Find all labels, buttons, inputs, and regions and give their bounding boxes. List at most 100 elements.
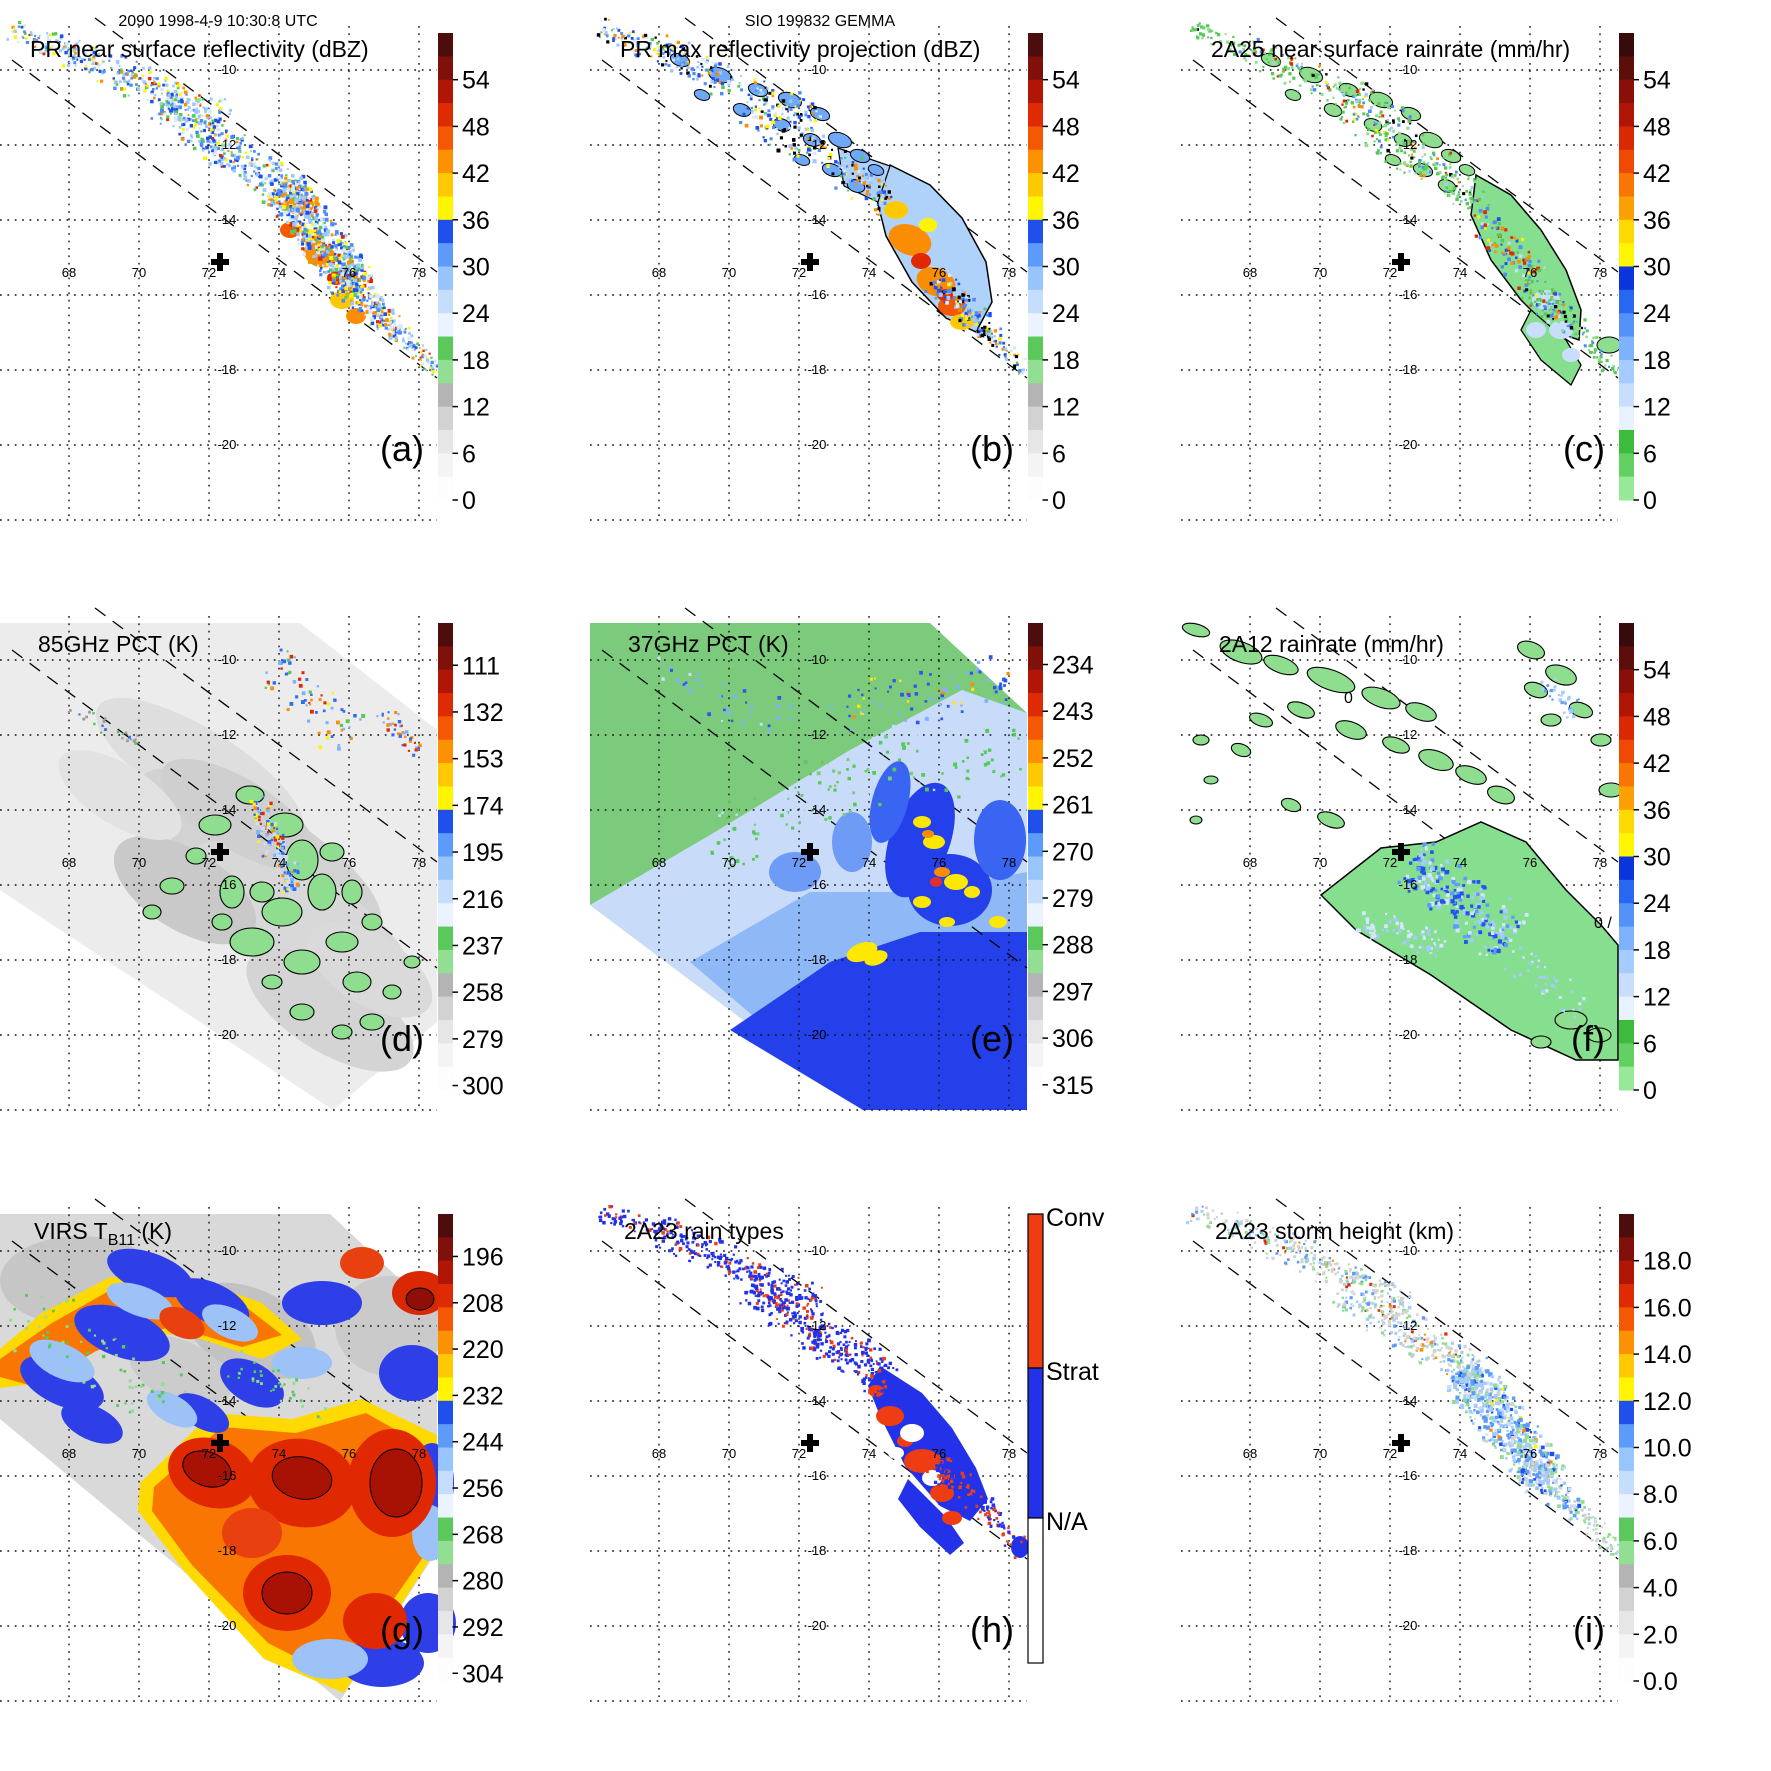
- outlined-blob: [1586, 1027, 1612, 1043]
- data-pixel: [1511, 950, 1515, 954]
- panel-e: 68 70 72 74 76 78 -10 -12 -14 -16 -18 -20 37GHz PCT…: [590, 590, 1181, 1181]
- data-pixel: [195, 99, 198, 102]
- data-pixel: [418, 744, 422, 748]
- data-pixel: [1466, 207, 1469, 210]
- data-pixel: [869, 181, 874, 185]
- data-pixel: [268, 156, 273, 160]
- colorbar-segment: [1028, 623, 1044, 648]
- data-pixel: [665, 59, 668, 62]
- data-pixel: [1437, 902, 1441, 906]
- data-pixel: [1499, 945, 1503, 948]
- colorbar-tick-label: 297: [1052, 979, 1094, 1007]
- data-pixel: [970, 671, 974, 676]
- data-pixel: [38, 1325, 41, 1328]
- data-pixel: [975, 328, 978, 331]
- lon-tick-label: 78: [1592, 265, 1606, 280]
- data-pixel: [253, 813, 256, 817]
- data-pixel: [1531, 294, 1535, 297]
- data-pixel: [846, 758, 850, 762]
- data-pixel: [275, 828, 279, 831]
- data-pixel: [391, 734, 394, 737]
- data-pixel: [55, 39, 59, 44]
- data-pixel: [694, 679, 697, 682]
- data-pixel: [777, 104, 781, 108]
- data-pixel: [24, 36, 28, 40]
- data-pixel: [339, 276, 342, 280]
- data-pixel: [754, 80, 758, 84]
- data-pixel: [658, 1226, 662, 1231]
- data-pixel: [680, 67, 684, 70]
- data-pixel: [367, 292, 370, 295]
- data-pixel: [926, 771, 930, 776]
- colorbar-segment: [438, 1066, 453, 1091]
- data-pixel: [735, 859, 740, 864]
- data-pixel: [333, 267, 338, 272]
- data-pixel: [326, 285, 331, 290]
- data-pixel: [721, 85, 726, 90]
- panel-e-art: 68 70 72 74 76 78-10-12-14-16-18-20: [590, 607, 1028, 1112]
- data-pixel: [969, 732, 973, 736]
- data-pixel: [395, 329, 399, 333]
- outlined-blob: [342, 971, 372, 993]
- data-pixel: [971, 315, 974, 318]
- data-pixel: [121, 1344, 126, 1349]
- colorbar-segment: [1028, 880, 1044, 905]
- data-pixel: [668, 1216, 672, 1221]
- data-pixel: [711, 61, 714, 64]
- data-pixel: [123, 79, 127, 83]
- data-pixel: [1484, 215, 1488, 219]
- data-pixel: [751, 801, 755, 805]
- data-pixel: [244, 176, 248, 179]
- data-pixel: [1283, 81, 1286, 85]
- data-pixel: [167, 107, 170, 110]
- data-pixel: [1375, 152, 1379, 155]
- data-pixel: [116, 71, 121, 75]
- colorbar-segment: [438, 56, 453, 81]
- outlined-blob: [1590, 733, 1612, 747]
- data-pixel: [219, 107, 223, 111]
- data-pixel: [1453, 174, 1457, 177]
- data-pixel: [270, 686, 274, 691]
- data-pixel: [64, 50, 68, 55]
- colorbar-tick-label: 18: [1643, 347, 1671, 375]
- data-pixel: [1444, 171, 1447, 175]
- data-pixel: [887, 196, 892, 200]
- data-pixel: [116, 1403, 119, 1407]
- colorbar-segment: [1028, 243, 1044, 267]
- data-pixel: [1267, 53, 1271, 56]
- data-pixel: [772, 126, 776, 130]
- panel-f-title: 2A12 rainrate (mm/hr): [1219, 631, 1444, 657]
- data-pixel: [701, 685, 704, 689]
- data-pixel: [94, 62, 98, 65]
- data-pixel: [315, 220, 318, 224]
- data-pixel: [1551, 308, 1555, 312]
- colorbar-segment: [438, 670, 453, 694]
- data-pixel: [797, 1288, 800, 1290]
- data-pixel: [1553, 292, 1557, 296]
- data-pixel: [150, 99, 154, 104]
- colorbar-segment: [1618, 646, 1634, 671]
- data-pixel: [1378, 112, 1383, 116]
- data-pixel: [1384, 913, 1387, 916]
- data-pixel: [270, 1389, 273, 1392]
- data-pixel: [1368, 927, 1372, 931]
- lat-tick-label: -20: [218, 1027, 237, 1042]
- data-pixel: [1427, 861, 1432, 865]
- data-pixel: [229, 113, 231, 115]
- data-pixel: [663, 45, 666, 49]
- data-pixel: [371, 304, 374, 307]
- data-pixel: [1400, 139, 1403, 142]
- data-pixel: [1241, 44, 1244, 47]
- data-pixel: [410, 341, 413, 344]
- data-pixel: [1002, 341, 1006, 345]
- data-pixel: [267, 164, 270, 168]
- data-pixel: [1589, 343, 1593, 348]
- data-pixel: [1313, 79, 1316, 81]
- colorbar-segment: [438, 903, 453, 928]
- data-pixel: [1277, 61, 1281, 64]
- data-pixel: [783, 128, 787, 131]
- data-pixel: [955, 775, 959, 780]
- colorbar-segment: [1028, 359, 1044, 384]
- data-pixel: [1367, 109, 1372, 113]
- lat-tick-label: -12: [1398, 137, 1417, 152]
